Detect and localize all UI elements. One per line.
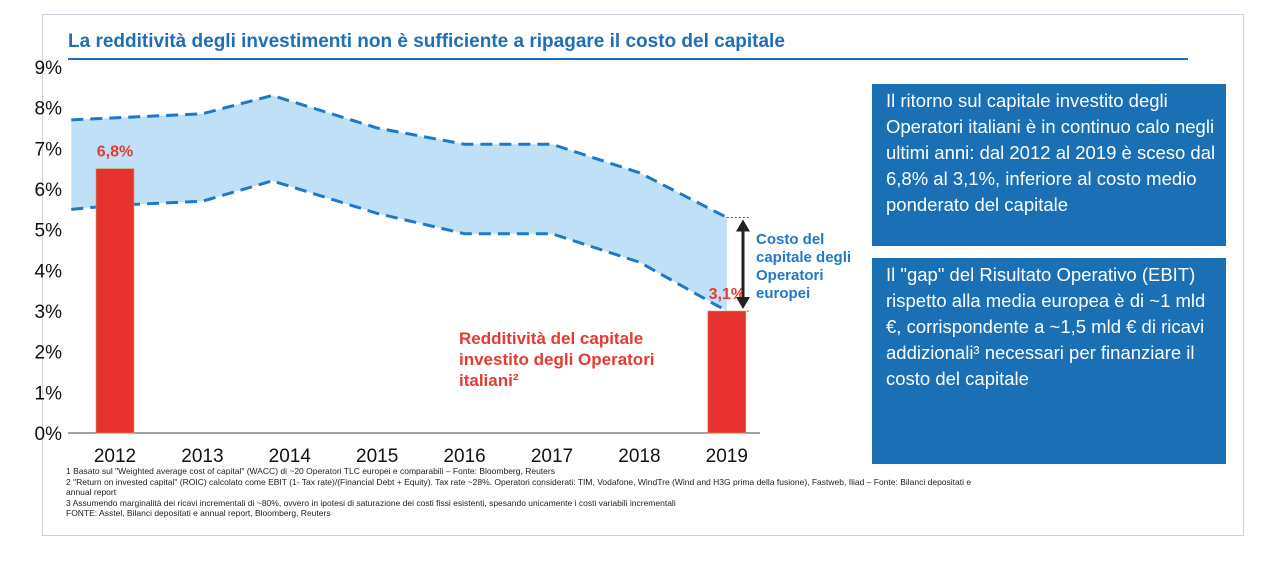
- footnote-2-cont: annual report: [66, 487, 117, 497]
- y-tick-label: 9%: [35, 58, 63, 79]
- y-tick-label: 3%: [35, 302, 63, 323]
- gap-arrow-head-down: [736, 297, 750, 309]
- footnote-source: FONTE: Asstel, Bilanci depositati e annu…: [66, 508, 331, 518]
- footnotes: 1 Basato sul "Weighted average cost of c…: [66, 466, 1216, 519]
- footnote-1: 1 Basato sul "Weighted average cost of c…: [66, 466, 555, 476]
- x-tick-label: 2019: [706, 446, 748, 467]
- y-tick-label: 6%: [35, 180, 63, 201]
- bar-2019: [707, 310, 747, 434]
- bar-data-label: 3,1%: [709, 286, 745, 303]
- info-box-roic: Il ritorno sul capitale investito degli …: [872, 84, 1226, 246]
- cost-of-capital-band: [71, 93, 728, 313]
- y-tick-label: 8%: [35, 99, 63, 120]
- y-tick-label: 7%: [35, 139, 63, 160]
- x-tick-label: 2016: [443, 446, 485, 467]
- chart-title: La redditività degli investimenti non è …: [68, 31, 785, 52]
- y-tick-label: 4%: [35, 261, 63, 282]
- bar-2012: [95, 168, 135, 434]
- y-tick-label: 5%: [35, 221, 63, 242]
- x-tick-label: 2015: [356, 446, 398, 467]
- y-axis: 0% 1% 2% 3% 4% 5% 6% 7% 8% 9%: [35, 58, 760, 445]
- bars: 6,8% 3,1%: [95, 144, 747, 434]
- x-tick-label: 2017: [531, 446, 573, 467]
- bar-series-label: Redditività del capitale investito degli…: [459, 329, 655, 390]
- annotations: Costo del capitale degli Operatori europ…: [459, 216, 851, 390]
- footnote-2: 2 "Return on invested capital" (ROIC) ca…: [66, 476, 972, 487]
- x-tick-label: 2013: [181, 446, 223, 467]
- x-tick-label: 2012: [94, 446, 136, 467]
- info-box-gap: Il "gap" del Risultato Operativo (EBIT) …: [872, 258, 1226, 464]
- x-tick-label: 2014: [269, 446, 312, 467]
- bar-data-label: 6,8%: [97, 144, 133, 161]
- band-upper-line: [71, 93, 728, 219]
- band-label: Costo del capitale degli Operatori europ…: [756, 231, 851, 302]
- slide-frame: [42, 14, 1244, 536]
- y-tick-label: 1%: [35, 383, 63, 404]
- band-lower-line: [71, 179, 728, 313]
- x-tick-label: 2018: [618, 446, 660, 467]
- x-axis: 2012 2013 2014 2015 2016 2017 2018 2019: [94, 446, 748, 467]
- gap-arrow-head-up: [736, 219, 750, 232]
- y-tick-label: 0%: [35, 424, 63, 445]
- y-tick-label: 2%: [35, 343, 63, 364]
- footnote-3: 3 Assumendo marginalità dei ricavi incre…: [66, 497, 676, 508]
- title-rule: [68, 58, 1188, 60]
